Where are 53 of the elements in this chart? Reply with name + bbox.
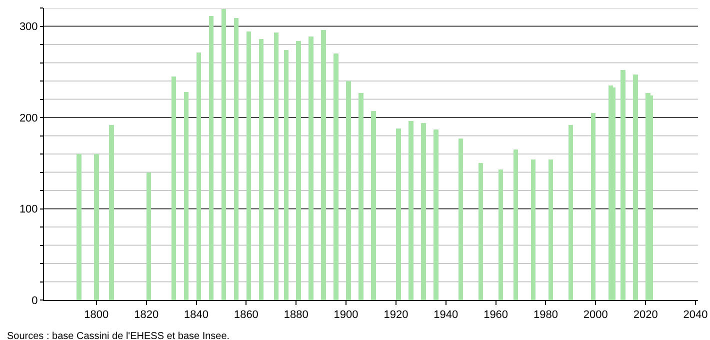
bar (458, 138, 464, 300)
source-note: Sources : base Cassini de l'EHESS et base Insee. (7, 331, 230, 340)
bar (146, 172, 152, 300)
x-tick-label: 2020 (633, 309, 658, 322)
bar (296, 40, 301, 300)
bar (590, 112, 596, 300)
bar (568, 124, 574, 300)
bar (498, 170, 504, 300)
bar (221, 8, 226, 300)
bar (478, 163, 484, 300)
x-tick-label: 1900 (334, 309, 358, 322)
x-tick-label: 1860 (234, 309, 258, 322)
bar (334, 54, 338, 300)
bar (434, 129, 438, 300)
y-tick-label: 200 (19, 112, 38, 124)
bar (274, 32, 279, 300)
y-tick-label: 100 (19, 204, 38, 216)
bar (246, 32, 252, 300)
bar (76, 154, 82, 300)
bar (184, 92, 189, 300)
bar (633, 74, 638, 300)
bar (371, 111, 376, 300)
bar (321, 30, 326, 300)
bar (234, 18, 239, 300)
x-tick-label: 1840 (184, 309, 209, 322)
y-tick-label: 0 (32, 294, 38, 307)
bar (109, 124, 114, 300)
bar (396, 128, 401, 300)
bar (208, 16, 214, 300)
bar (346, 81, 351, 300)
bar (421, 122, 426, 300)
x-tick-label: 1960 (484, 309, 508, 322)
x-tick-label: 1940 (434, 309, 458, 322)
bar (284, 50, 288, 300)
bar (408, 121, 414, 300)
x-tick-label: 2040 (683, 309, 708, 322)
bar (548, 159, 554, 300)
x-tick-label: 1800 (84, 309, 109, 322)
bar (308, 36, 314, 300)
x-tick-label: 1920 (384, 309, 408, 322)
bar (196, 52, 202, 300)
x-tick-label: 1880 (284, 309, 308, 322)
bar (171, 76, 176, 300)
x-tick-label: 1820 (134, 309, 159, 322)
y-tick-label: 300 (19, 21, 38, 34)
bar (620, 70, 626, 300)
bar (94, 154, 99, 300)
bar (258, 39, 264, 300)
x-tick-label: 2000 (583, 309, 608, 322)
bar (358, 92, 364, 300)
x-tick-label: 1980 (533, 309, 558, 322)
bar (513, 149, 518, 300)
bar (530, 159, 536, 300)
